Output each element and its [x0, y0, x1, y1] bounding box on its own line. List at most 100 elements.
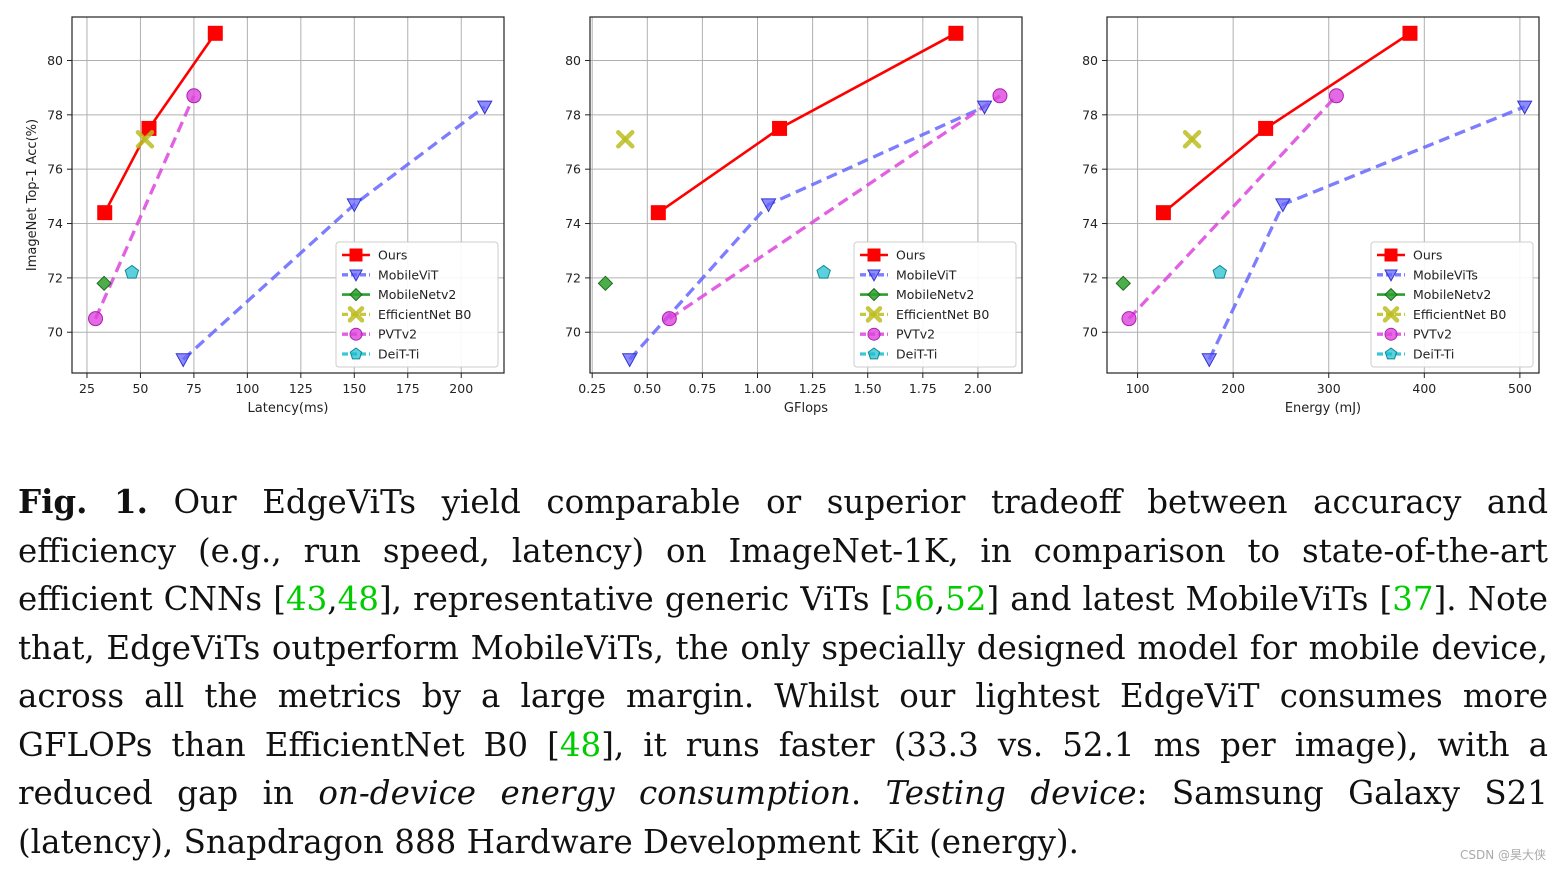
citation-link[interactable]: 43	[285, 580, 328, 618]
y-tick-label: 70	[47, 325, 63, 340]
data-point	[1115, 275, 1131, 292]
series-line	[94, 95, 196, 320]
legend-marker	[1384, 327, 1398, 341]
data-point	[1182, 130, 1202, 149]
y-tick-label: 76	[47, 162, 63, 177]
legend-marker	[867, 347, 881, 360]
y-tick-label: 78	[565, 107, 581, 122]
data-point	[135, 130, 155, 149]
legend-marker	[865, 306, 883, 323]
legend-marker	[867, 269, 881, 282]
data-point	[186, 88, 202, 104]
data-point	[1212, 264, 1228, 279]
x-tick-label: 150	[342, 381, 366, 396]
legend-label: DeiT-Ti	[378, 347, 419, 362]
legend-label: MobileNetv2	[1413, 287, 1491, 302]
data-point	[621, 353, 638, 368]
y-axis-label: ImageNet Top-1 Acc(%)	[25, 119, 40, 271]
figure-label: Fig. 1.	[18, 482, 148, 521]
legend-marker	[1382, 306, 1400, 323]
legend-marker	[349, 269, 363, 282]
data-point	[96, 275, 112, 292]
legend-marker	[349, 287, 363, 302]
legend-label: MobileViT	[378, 267, 439, 282]
x-tick-label: 75	[186, 381, 202, 396]
legend-marker	[1384, 287, 1398, 302]
data-point	[992, 88, 1008, 104]
x-tick-label: 25	[79, 381, 95, 396]
legend-marker	[867, 327, 881, 341]
x-tick-label: 1.75	[909, 381, 937, 396]
data-point	[476, 100, 493, 115]
italic-phrase: Testing device	[885, 774, 1137, 812]
chart-panel-2: 0.25 0.50 0.75 1.00 1.25 1.50 1.75 2.00 70 72 74 76…	[565, 16, 1023, 416]
legend-label: EfficientNet B0	[1413, 307, 1506, 322]
y-tick-label: 80	[565, 53, 581, 68]
legend-label: Ours	[378, 248, 407, 263]
x-tick-label: 500	[1508, 381, 1532, 396]
data-point	[1516, 100, 1533, 115]
x-tick-label: 100	[1126, 381, 1150, 396]
x-tick-label: 1.00	[744, 381, 772, 396]
legend-label: Ours	[1413, 248, 1442, 263]
legend-label: MobileNetv2	[378, 287, 456, 302]
y-tick-label: 74	[565, 216, 581, 231]
y-tick-label: 72	[47, 270, 63, 285]
data-point	[124, 264, 140, 279]
legend-box	[853, 241, 1017, 368]
data-point	[1121, 311, 1137, 327]
legend-marker	[349, 327, 363, 341]
x-tick-label: 200	[1221, 381, 1245, 396]
chart-panel-1: 25 50 75 100 125 150 175 200 70 72 74 76 78 80 Latency…	[25, 16, 505, 416]
data-point	[88, 311, 104, 327]
data-point	[661, 311, 677, 327]
chart-panel-3: 100 200 300 400 500 70 72 74 76 78 80 Energy (mJ) Ou…	[1082, 16, 1540, 416]
data-point	[1402, 25, 1418, 41]
legend-label: EfficientNet B0	[896, 307, 989, 322]
x-tick-label: 125	[289, 381, 313, 396]
legend-label: MobileViT	[896, 267, 957, 282]
data-point	[976, 100, 993, 115]
x-tick-label: 100	[235, 381, 259, 396]
y-tick-label: 72	[565, 270, 581, 285]
legend-marker	[347, 306, 365, 323]
legend-label: DeiT-Ti	[1413, 347, 1454, 362]
legend-label: DeiT-Ti	[896, 347, 937, 362]
legend: Ours MobileViT MobileNetv2 EfficientNet B0 P…	[853, 241, 1017, 368]
y-tick-label: 78	[47, 107, 63, 122]
data-point	[772, 120, 788, 136]
x-tick-label: 200	[449, 381, 473, 396]
x-axis-label: Energy (mJ)	[1285, 401, 1361, 416]
y-tick-label: 74	[47, 216, 63, 231]
citation-link[interactable]: 52	[945, 580, 987, 618]
legend-label: PVTv2	[896, 327, 935, 342]
italic-phrase: on-device energy consumption	[318, 774, 851, 812]
plot-frame	[71, 16, 505, 374]
plot-frame	[589, 16, 1023, 374]
x-tick-label: 400	[1412, 381, 1436, 396]
data-point	[650, 205, 666, 221]
x-tick-label: 2.00	[964, 381, 992, 396]
data-point	[1155, 205, 1171, 221]
data-point	[175, 353, 192, 368]
data-point	[1328, 88, 1344, 104]
citation-link[interactable]: 37	[1392, 580, 1434, 618]
legend-marker	[1384, 347, 1398, 360]
legend-marker	[1384, 248, 1398, 262]
x-tick-label: 50	[132, 381, 148, 396]
citation-link[interactable]: 56	[893, 580, 935, 618]
x-tick-label: 175	[396, 381, 420, 396]
citation-link[interactable]: 48	[559, 725, 602, 764]
x-tick-label: 1.25	[799, 381, 827, 396]
y-tick-label: 80	[47, 53, 63, 68]
data-point	[207, 25, 223, 41]
x-tick-label: 0.25	[578, 381, 606, 396]
legend-box	[1370, 241, 1534, 368]
data-point	[816, 264, 831, 279]
citation-link[interactable]: 48	[337, 580, 379, 618]
legend-label: MobileNetv2	[896, 287, 974, 302]
series-line	[668, 94, 1001, 321]
legend-box	[335, 241, 499, 368]
legend-marker	[867, 287, 881, 302]
data-point	[1258, 120, 1274, 136]
